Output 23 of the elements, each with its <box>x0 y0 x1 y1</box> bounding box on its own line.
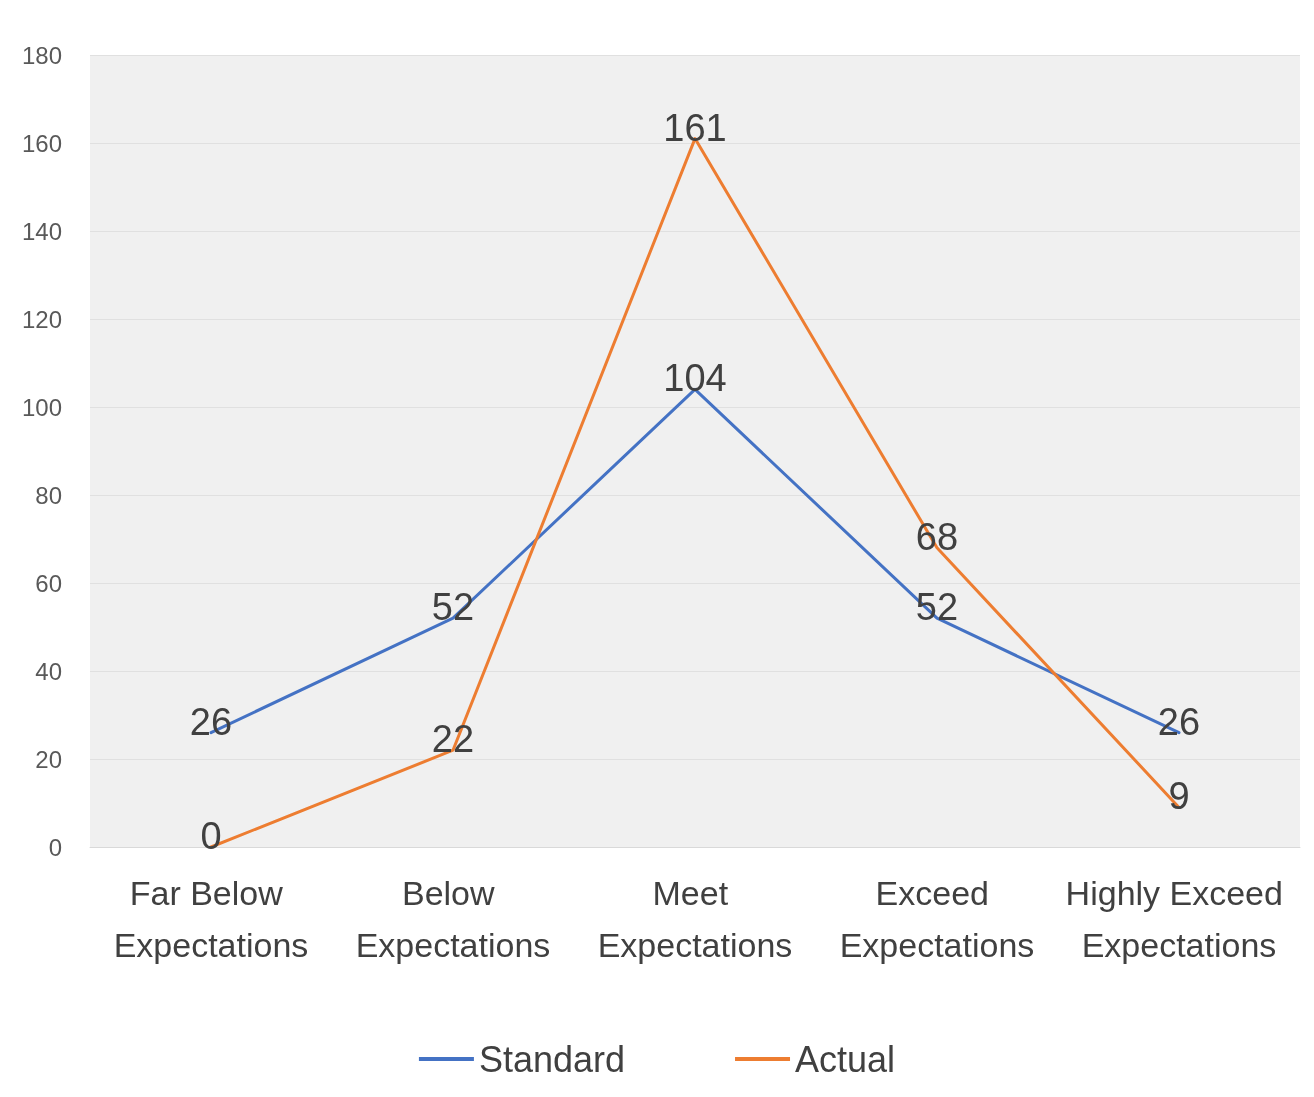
y-tick-label: 80 <box>35 481 62 509</box>
y-tick-label: 60 <box>35 569 62 597</box>
y-tick-label: 180 <box>21 41 62 69</box>
legend-label: Actual <box>795 1038 896 1080</box>
data-label: 161 <box>663 106 727 149</box>
y-tick-label: 120 <box>21 305 62 333</box>
x-tick-label: Highly Exceed Expectations <box>1065 874 1293 964</box>
y-tick-label: 0 <box>48 833 62 861</box>
x-tick-label: Meet Expectations <box>597 874 793 964</box>
x-tick-label: Far Below Expectations <box>113 874 309 964</box>
data-label: 0 <box>200 815 222 857</box>
x-tick-label: Exceed Expectations <box>839 874 1035 964</box>
data-label: 9 <box>1168 775 1190 818</box>
data-label: 26 <box>189 700 233 743</box>
y-tick-label: 40 <box>35 657 62 685</box>
legend-label: Standard <box>478 1038 626 1080</box>
y-tick-label: 140 <box>21 217 62 245</box>
y-tick-label: 160 <box>21 129 62 157</box>
data-label: 104 <box>663 357 727 400</box>
y-tick-label: 100 <box>21 393 62 421</box>
y-tick-label: 20 <box>35 745 62 773</box>
x-tick-label: Below Expectations <box>355 874 551 964</box>
data-label: 26 <box>1157 700 1201 743</box>
